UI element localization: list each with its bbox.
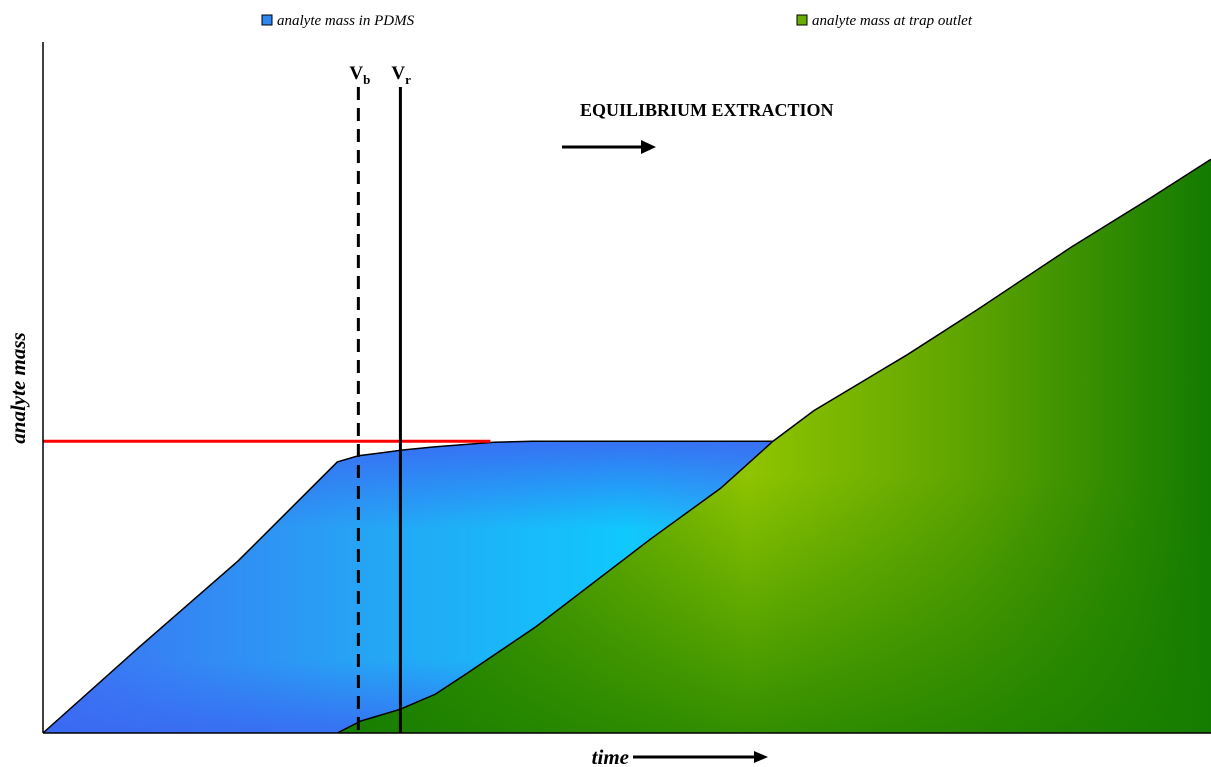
line-analyte-mass-trap-outlet [336, 158, 1211, 734]
x-axis-label: time [592, 745, 629, 767]
annotation-equilibrium-extraction: EQUILIBRIUM EXTRACTION [580, 100, 834, 120]
line-analyte-mass-pdms [42, 440, 773, 734]
legend: analyte mass in PDMS analyte mass at tra… [261, 13, 973, 29]
area-analyte-mass-trap-outlet-shade [337, 159, 1211, 734]
legend-label-trap: analyte mass at trap outlet [812, 13, 973, 29]
legend-label-pdms: analyte mass in PDMS [277, 13, 415, 29]
legend-swatch-pdms [261, 14, 273, 26]
x-axis-arrow [633, 751, 768, 763]
legend-swatch-trap [796, 14, 808, 26]
y-axis-label: analyte mass [6, 332, 30, 443]
annotation-arrow [562, 140, 656, 154]
marker-label-vb: Vb [349, 63, 370, 87]
marker-label-vr: Vr [391, 63, 411, 87]
plot-area [42, 87, 1211, 734]
